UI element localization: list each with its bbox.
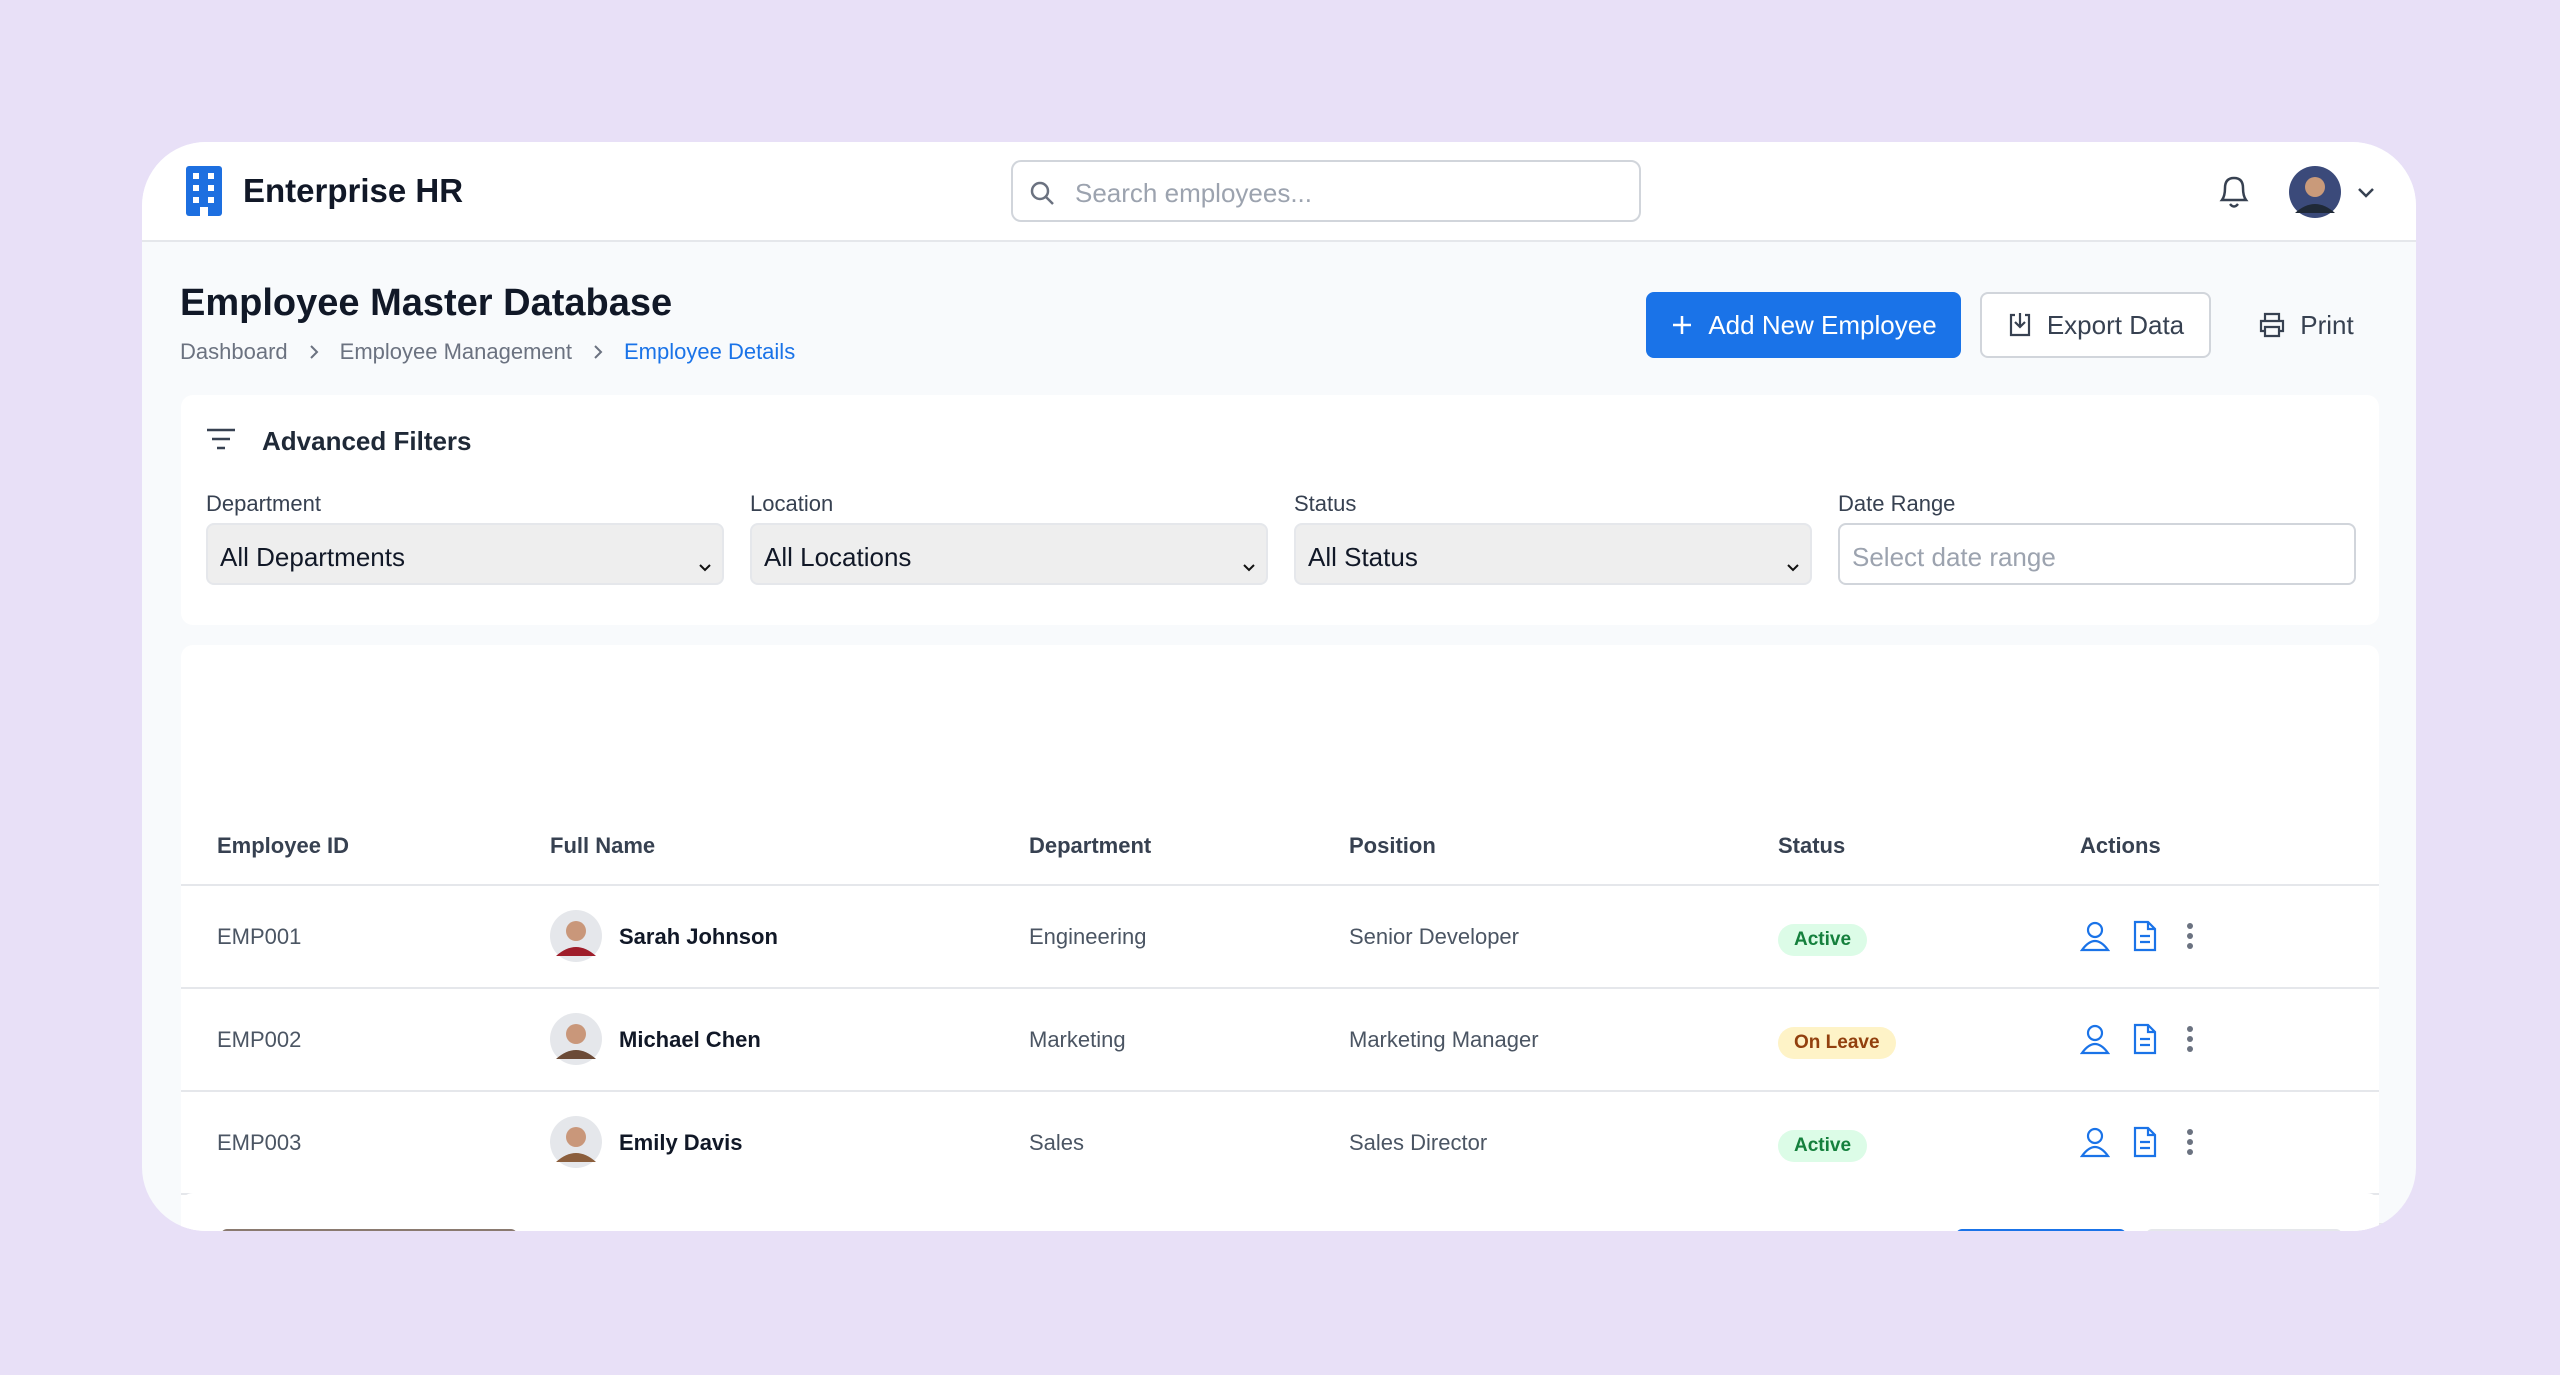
employee-name: Michael Chen	[619, 1027, 761, 1052]
table-row: EMP002 Michael Chen Marketing Marketing Man…	[181, 987, 2379, 1090]
employee-name: Sarah Johnson	[619, 924, 778, 949]
filter-label: Status	[1294, 491, 1357, 516]
date-placeholder: Select date range	[1852, 542, 2056, 572]
export-button[interactable]: Export Data	[1980, 292, 2211, 358]
add-button[interactable]: Add New Employee	[1646, 292, 1961, 358]
view-document[interactable]	[2132, 1126, 2158, 1163]
chevron	[698, 549, 712, 580]
date-input[interactable]: Select date range	[1838, 523, 2356, 585]
avatar	[550, 1116, 602, 1173]
breadcrumb-item[interactable]: Dashboard	[180, 339, 288, 364]
chevron	[1242, 549, 1256, 580]
separator	[308, 343, 320, 361]
app-window: Enterprise HR Search employees... Employ…	[142, 142, 2416, 1231]
image-placeholder	[221, 1229, 517, 1231]
plus-icon	[1673, 316, 1692, 334]
position: Sales Director	[1349, 1130, 1488, 1155]
notifications[interactable]	[2216, 172, 2252, 212]
next-panel	[181, 1193, 2379, 1231]
filters-panel: Advanced Filters Department All Departmen…	[181, 395, 2379, 625]
search-icon	[1030, 181, 1054, 205]
filter-label: Date Range	[1838, 491, 1956, 516]
view-profile[interactable]	[2079, 1126, 2111, 1163]
department: Engineering	[1029, 924, 1147, 949]
brand: Enterprise HR	[243, 172, 464, 209]
column-header: Full Name	[550, 833, 656, 858]
filter-select[interactable]: All Locations	[750, 523, 1268, 585]
breadcrumb: Dashboard Employee Management Employee Det…	[180, 339, 795, 365]
separator	[592, 343, 604, 361]
logo	[186, 166, 222, 216]
avatar	[550, 910, 602, 967]
employee-name: Emily Davis	[619, 1130, 743, 1155]
print-button[interactable]: Print	[2254, 292, 2358, 358]
filters-title: Advanced Filters	[262, 426, 472, 456]
add-label: Add New Employee	[1708, 309, 1937, 340]
status-badge: Active	[1778, 924, 1868, 956]
column-header: Actions	[2080, 833, 2161, 858]
select-value: All Status	[1308, 542, 1418, 572]
breadcrumb-item[interactable]: Employee Management	[339, 339, 572, 364]
select-value: All Locations	[764, 542, 912, 572]
column-header: Department	[1029, 833, 1152, 858]
more-actions[interactable]	[2185, 1023, 2195, 1060]
filter-icon	[207, 428, 235, 450]
employee-id: EMP001	[217, 924, 302, 949]
column-header: Status	[1778, 833, 1846, 858]
status-badge: On Leave	[1778, 1027, 1896, 1059]
export-label: Export Data	[2046, 309, 2185, 340]
export-icon	[2009, 313, 2030, 337]
filter-select[interactable]: All Status	[1294, 523, 1812, 585]
department: Marketing	[1029, 1027, 1126, 1052]
view-profile[interactable]	[2079, 1023, 2111, 1060]
filter-label: Location	[750, 491, 834, 516]
button-placeholder	[1956, 1229, 2126, 1231]
breadcrumb-item[interactable]: Employee Details	[624, 339, 796, 364]
table-row: EMP003 Emily Davis Sales Sales Director Acti…	[181, 1090, 2379, 1193]
employee-id: EMP003	[217, 1130, 302, 1155]
employee-id: EMP002	[217, 1027, 302, 1052]
chevron	[1786, 549, 1800, 580]
more-actions[interactable]	[2185, 920, 2195, 957]
column-header: Employee ID	[217, 833, 350, 858]
more-actions[interactable]	[2185, 1126, 2195, 1163]
position: Senior Developer	[1349, 924, 1519, 949]
department: Sales	[1029, 1130, 1085, 1155]
status-badge: Active	[1778, 1130, 1868, 1162]
avatar	[550, 1013, 602, 1070]
top-bar: Enterprise HR Search employees...	[142, 142, 2416, 242]
print-label: Print	[2300, 309, 2354, 340]
position: Marketing Manager	[1349, 1027, 1539, 1052]
page-title: Employee Master Database	[180, 282, 673, 324]
view-document[interactable]	[2132, 1023, 2158, 1060]
view-document[interactable]	[2132, 920, 2158, 957]
print-icon	[2260, 312, 2285, 338]
select-value: All Departments	[220, 542, 405, 572]
user-menu[interactable]	[2289, 165, 2379, 219]
view-profile[interactable]	[2079, 920, 2111, 957]
search-input[interactable]: Search employees...	[1011, 160, 1641, 222]
table-row: EMP001 Sarah Johnson Engineering Senior Dev…	[181, 884, 2379, 987]
employee-table: Employee ID Full Name Department Position St…	[181, 645, 2416, 1231]
button-placeholder	[2146, 1229, 2342, 1231]
filter-label: Department	[206, 491, 321, 516]
column-header: Position	[1349, 833, 1436, 858]
filter-select[interactable]: All Departments	[206, 523, 724, 585]
